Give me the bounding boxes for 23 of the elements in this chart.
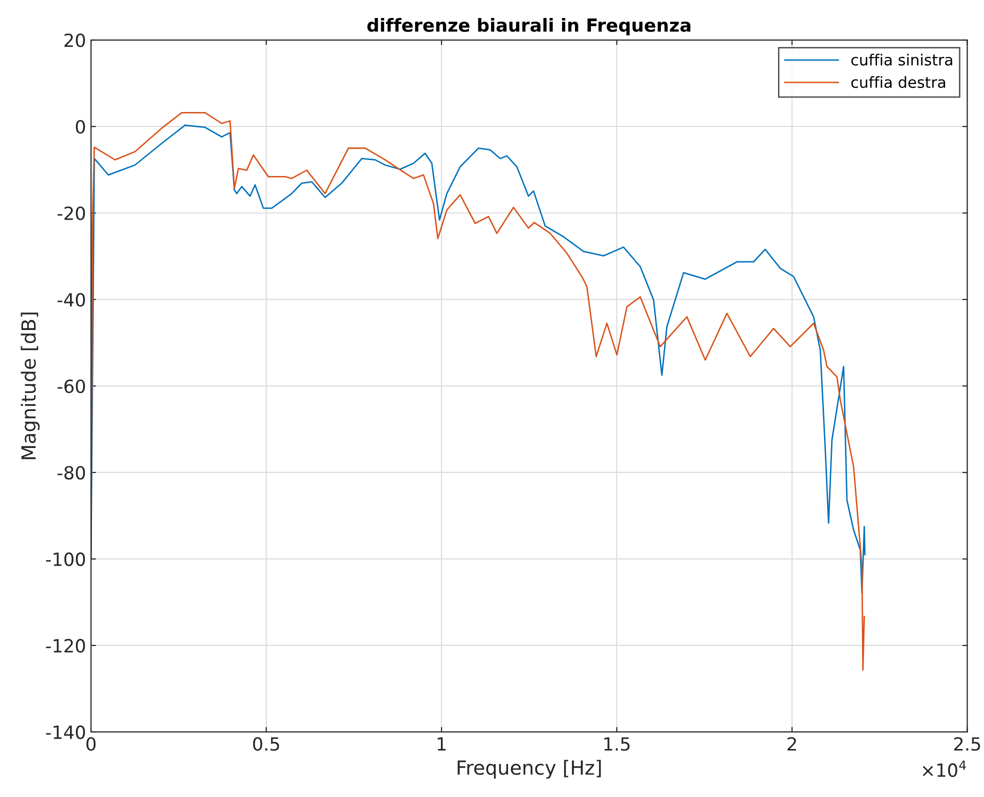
x-tick-label: 2: [788, 737, 796, 751]
text: ×10$^{4}$: [922, 760, 966, 777]
y-tick-label: -60: [58, 379, 85, 394]
x-tick-label: 1: [438, 737, 446, 751]
x-tick-label: 0.5: [253, 737, 280, 751]
y-tick-label: 0: [76, 120, 85, 134]
y-tick-label: -20: [58, 206, 85, 220]
legend-label: cuffia destra: [851, 76, 946, 88]
line-series: [91, 112, 865, 671]
y-tick-label: -100: [46, 552, 85, 566]
y-axis-title: Magnitude [dB]: [20, 312, 40, 460]
x-axis-title: Frequency [Hz]: [458, 760, 601, 779]
line-series: [91, 124, 866, 594]
x-tick-label: 0: [86, 737, 96, 751]
y-tick-label: -40: [58, 292, 85, 307]
y-tick-label: -140: [46, 725, 85, 740]
y-tick-label: -120: [46, 638, 85, 653]
y-tick-label: -80: [58, 466, 85, 480]
chart-title: differenze biaurali in Frequenza: [367, 18, 690, 36]
legend-label: cuffia sinistra: [851, 54, 952, 66]
y-tick-label: 20: [64, 33, 85, 48]
x-tick-label: 2.5: [954, 737, 980, 751]
x-tick-label: 1.5: [604, 737, 630, 751]
